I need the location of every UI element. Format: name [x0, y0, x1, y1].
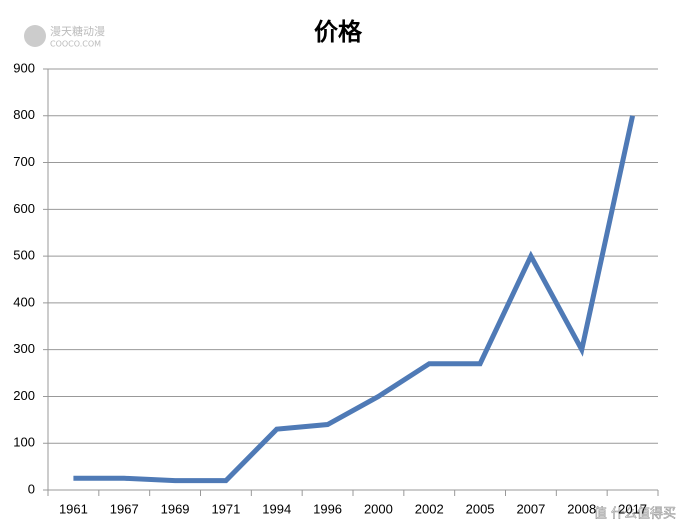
- x-tick-label: 2008: [567, 501, 596, 516]
- watermark: 值 什么值得买: [594, 506, 676, 522]
- y-tick-label: 300: [13, 341, 35, 356]
- y-tick-label: 700: [13, 154, 35, 169]
- watermark-logo: [24, 25, 46, 47]
- x-tick-label: 1996: [313, 501, 342, 516]
- chart-title: 价格: [314, 18, 363, 46]
- y-tick-label: 200: [13, 388, 35, 403]
- x-tick-label: 2005: [466, 501, 495, 516]
- y-tick-label: 400: [13, 294, 35, 309]
- x-tick-label: 1967: [110, 501, 139, 516]
- x-tick-label: 2017: [618, 501, 647, 516]
- y-tick-label: 0: [28, 481, 35, 496]
- x-tick-label: 1969: [161, 501, 190, 516]
- x-tick-label: 2007: [516, 501, 545, 516]
- x-tick-label: 1994: [262, 501, 291, 516]
- x-tick-label: 2002: [415, 501, 444, 516]
- y-tick-label: 600: [13, 201, 35, 216]
- y-tick-label: 500: [13, 248, 35, 263]
- y-tick-label: 900: [13, 60, 35, 75]
- x-tick-label: 1971: [211, 501, 240, 516]
- watermark: 漫天糖动漫: [50, 24, 105, 38]
- watermark: COOCO.COM: [50, 40, 101, 49]
- x-tick-label: 2000: [364, 501, 393, 516]
- x-tick-label: 1961: [59, 501, 88, 516]
- y-tick-label: 100: [13, 435, 35, 450]
- y-tick-label: 800: [13, 107, 35, 122]
- line: [73, 115, 636, 484]
